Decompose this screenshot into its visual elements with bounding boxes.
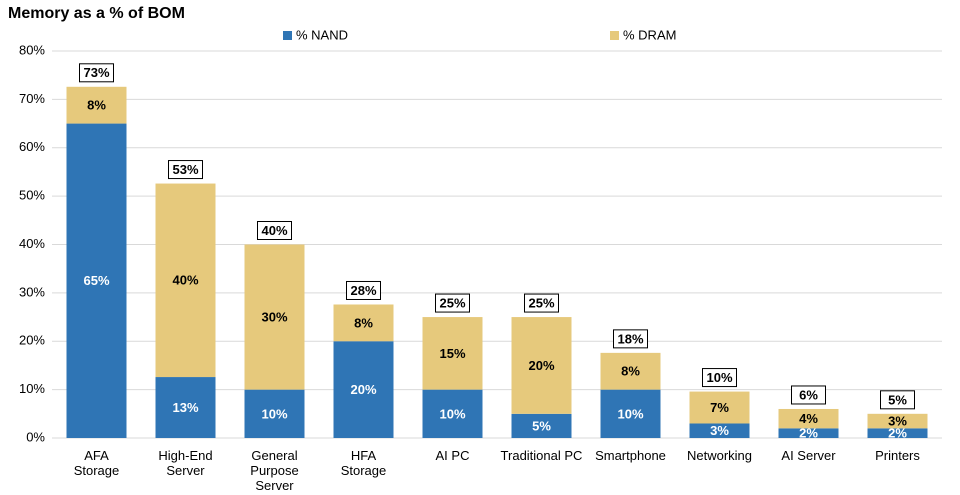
- bar-segment: [66, 86, 127, 124]
- x-tick-label: Networking: [686, 448, 753, 463]
- total-box: [168, 160, 203, 180]
- y-tick-label: 50%: [19, 188, 45, 203]
- x-tick-label: AI PC: [435, 448, 470, 463]
- bar-segment: [422, 317, 483, 390]
- legend-swatch: [283, 31, 292, 40]
- value-label: 8%: [621, 364, 640, 379]
- total-box: [613, 329, 648, 349]
- x-tick-label: Smartphone: [595, 448, 666, 463]
- total-label: 40%: [261, 223, 287, 238]
- total-label: 6%: [799, 387, 818, 402]
- total-box: [346, 280, 381, 300]
- bar-segment: [422, 389, 483, 438]
- total-label: 10%: [706, 370, 732, 385]
- value-label: 7%: [710, 400, 729, 415]
- total-label: 73%: [83, 65, 109, 80]
- value-label: 3%: [710, 423, 729, 438]
- total-box: [880, 390, 915, 410]
- bar-segment: [689, 423, 750, 438]
- total-label: 53%: [172, 162, 198, 177]
- total-label: 25%: [439, 296, 465, 311]
- x-tick-label: General Purpose Server: [250, 448, 299, 493]
- bar-segment: [778, 428, 839, 438]
- bar-segment: [333, 341, 394, 438]
- x-tick-label: AI Server: [781, 448, 836, 463]
- total-box: [791, 385, 826, 405]
- y-tick-label: 40%: [19, 236, 45, 251]
- value-label: 30%: [261, 310, 287, 325]
- legend-swatch: [610, 31, 619, 40]
- y-tick-label: 20%: [19, 333, 45, 348]
- value-label: 15%: [439, 346, 465, 361]
- bar-segment: [689, 391, 750, 424]
- total-box: [524, 293, 559, 313]
- y-tick-label: 0%: [26, 429, 45, 444]
- y-tick-label: 70%: [19, 91, 45, 106]
- bar-segment: [511, 317, 572, 414]
- y-tick-label: 30%: [19, 284, 45, 299]
- total-box: [79, 63, 114, 83]
- value-label: 13%: [172, 400, 198, 415]
- x-tick-label: Traditional PC: [500, 448, 583, 463]
- y-tick-label: 80%: [19, 42, 45, 57]
- value-label: 8%: [87, 98, 106, 113]
- total-label: 25%: [528, 296, 554, 311]
- legend-label: % NAND: [296, 27, 348, 42]
- bar-segment: [600, 352, 661, 390]
- x-tick-label: High-End Server: [158, 448, 213, 478]
- bar-segment: [155, 183, 216, 378]
- value-label: 10%: [261, 406, 287, 421]
- chart-title: Memory as a % of BOM: [8, 5, 185, 22]
- bar-segment: [511, 413, 572, 438]
- bar-segment: [600, 389, 661, 438]
- x-tick-label: Printers: [875, 448, 920, 463]
- bar-segment: [778, 408, 839, 429]
- value-label: 65%: [83, 273, 109, 288]
- total-label: 5%: [888, 392, 907, 407]
- value-label: 20%: [350, 382, 376, 397]
- bar-segment: [333, 304, 394, 342]
- x-tick-label: HFA Storage: [340, 448, 387, 478]
- value-label: 4%: [799, 411, 818, 426]
- bar-segment: [155, 377, 216, 438]
- y-tick-label: 60%: [19, 139, 45, 154]
- total-box: [435, 293, 470, 313]
- total-box: [702, 368, 737, 388]
- value-label: 5%: [532, 418, 551, 433]
- bar-segment: [867, 413, 928, 429]
- total-label: 28%: [350, 283, 376, 298]
- bar-segment: [244, 389, 305, 438]
- value-label: 20%: [528, 358, 554, 373]
- legend-label: % DRAM: [623, 27, 676, 42]
- total-label: 18%: [617, 331, 643, 346]
- x-tick-label: AFA Storage: [73, 448, 120, 478]
- bar-segment: [244, 244, 305, 390]
- total-box: [257, 221, 292, 240]
- value-label: 10%: [617, 406, 643, 421]
- bar-segment: [66, 123, 127, 438]
- value-label: 40%: [172, 273, 198, 288]
- value-label: 10%: [439, 406, 465, 421]
- y-tick-label: 10%: [19, 381, 45, 396]
- value-label: 2%: [888, 426, 907, 441]
- bar-segment: [867, 428, 928, 438]
- value-label: 2%: [799, 426, 818, 441]
- value-label: 8%: [354, 315, 373, 330]
- value-label: 3%: [888, 414, 907, 429]
